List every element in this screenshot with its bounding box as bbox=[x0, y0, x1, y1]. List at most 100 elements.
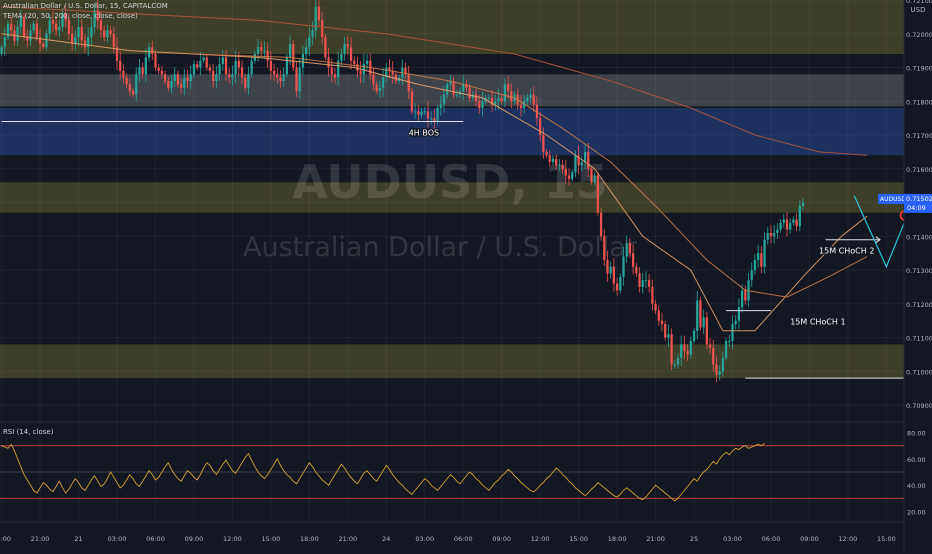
candle-body bbox=[648, 280, 651, 287]
candle-body bbox=[660, 320, 664, 325]
candle-body bbox=[301, 54, 305, 68]
candle-body bbox=[737, 307, 741, 321]
candle-body bbox=[208, 67, 212, 71]
candle-body bbox=[523, 101, 526, 109]
candle-body bbox=[138, 67, 141, 75]
candle-body bbox=[452, 81, 455, 95]
symbol-header[interactable]: Australian Dollar / U.S. Dollar, 15, CAP… bbox=[3, 2, 168, 10]
candle-body bbox=[128, 84, 131, 92]
candle-body bbox=[731, 324, 734, 341]
candle-body bbox=[724, 340, 728, 358]
candle-body bbox=[228, 74, 231, 78]
candle-body bbox=[510, 91, 513, 102]
candle-body bbox=[641, 280, 644, 287]
candle-body bbox=[769, 232, 773, 237]
candle-body bbox=[539, 118, 542, 136]
candle-body bbox=[240, 67, 244, 78]
candle-body bbox=[67, 20, 71, 34]
candle-body bbox=[71, 33, 74, 44]
candle-body bbox=[721, 357, 725, 372]
price-tick-label: 0.71800 bbox=[906, 98, 932, 106]
candle-body bbox=[192, 64, 196, 75]
price-tag-countdown: 04:09 bbox=[907, 204, 926, 212]
candle-body bbox=[391, 70, 394, 75]
candle-body bbox=[426, 111, 430, 119]
candle-body bbox=[593, 175, 596, 183]
candle-body bbox=[506, 84, 510, 92]
price-tick-label: 0.72000 bbox=[906, 31, 932, 39]
candle-body bbox=[263, 50, 266, 52]
candle-body bbox=[779, 222, 782, 230]
candle-body bbox=[74, 37, 77, 44]
blue-zone bbox=[0, 108, 904, 156]
candle-body bbox=[609, 266, 612, 274]
candle-body bbox=[571, 172, 574, 179]
candle-body bbox=[321, 20, 324, 38]
candle-body bbox=[664, 324, 667, 338]
candle-body bbox=[272, 70, 276, 75]
candle-body bbox=[619, 276, 622, 291]
candle-body bbox=[365, 60, 369, 65]
candle-body bbox=[250, 60, 253, 75]
candle-body bbox=[417, 111, 420, 115]
candle-body bbox=[77, 27, 80, 38]
candle-body bbox=[744, 290, 747, 301]
candle-body bbox=[394, 74, 398, 82]
time-tick-label: 12:00 bbox=[223, 535, 242, 543]
candle-body bbox=[753, 259, 757, 271]
candle-body bbox=[577, 155, 580, 166]
candle-body bbox=[728, 340, 731, 342]
candle-body bbox=[734, 320, 737, 325]
candle-body bbox=[696, 300, 699, 331]
candle-body bbox=[474, 94, 478, 102]
time-tick-label: 15:00 bbox=[569, 535, 588, 543]
candle-body bbox=[112, 33, 115, 48]
candle-body bbox=[103, 30, 106, 38]
candle-body bbox=[795, 219, 798, 227]
candle-body bbox=[561, 165, 564, 169]
candle-body bbox=[106, 30, 109, 38]
candle-body bbox=[125, 77, 128, 85]
time-tick-label: 24 bbox=[382, 535, 390, 543]
price-tick-label: 0.71600 bbox=[906, 166, 932, 174]
tema-line-3 bbox=[1, 6, 868, 156]
candle-body bbox=[449, 81, 452, 85]
candle-body bbox=[635, 266, 638, 274]
candle-body bbox=[115, 47, 119, 61]
candle-body bbox=[311, 30, 314, 38]
candle-body bbox=[388, 67, 391, 71]
candle-body bbox=[789, 222, 792, 230]
candle-body bbox=[87, 37, 90, 48]
projection-path[interactable] bbox=[853, 195, 932, 372]
time-tick-label: 15:00 bbox=[262, 535, 281, 543]
candle-body bbox=[407, 74, 410, 92]
candle-body bbox=[176, 74, 180, 85]
candle-body bbox=[160, 70, 164, 75]
candle-body bbox=[699, 300, 702, 328]
rsi-layer bbox=[0, 421, 904, 502]
candle-body bbox=[317, 6, 321, 21]
price-tag-bg[interactable] bbox=[904, 193, 932, 213]
candle-body bbox=[766, 232, 769, 240]
demand-zone bbox=[0, 344, 904, 379]
candle-body bbox=[478, 101, 481, 109]
candle-body bbox=[144, 57, 147, 75]
level-arrowhead bbox=[875, 236, 881, 244]
candle-body bbox=[61, 13, 64, 28]
candle-body bbox=[231, 74, 234, 78]
candle-body bbox=[414, 111, 417, 113]
candle-body bbox=[29, 30, 32, 41]
candle-body bbox=[349, 47, 353, 61]
candle-body bbox=[468, 87, 471, 98]
time-tick-label: 12:00 bbox=[839, 535, 858, 543]
candle-body bbox=[487, 97, 490, 99]
candle-body bbox=[558, 165, 561, 167]
tema-layer bbox=[1, 6, 868, 332]
price-tick-label: 0.71900 bbox=[906, 65, 932, 73]
candle-body bbox=[147, 47, 151, 58]
symbol-tag-bg[interactable] bbox=[878, 193, 904, 204]
indicator-header[interactable]: TEMA (20, 50, 200, close, close, close) bbox=[3, 12, 138, 20]
candle-body bbox=[564, 168, 567, 176]
candle-body bbox=[135, 74, 138, 95]
rsi-header[interactable]: RSI (14, close) bbox=[3, 428, 54, 436]
